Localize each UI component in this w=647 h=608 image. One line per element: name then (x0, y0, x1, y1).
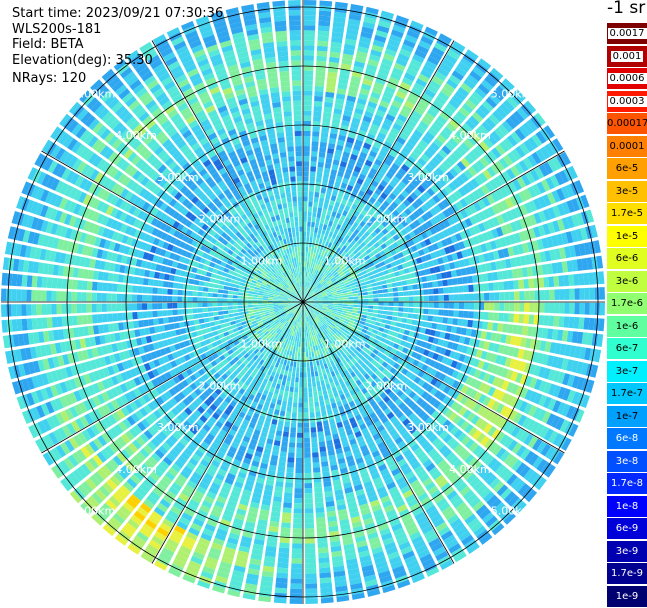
colorbar-tick-label: 1e-7 (615, 410, 639, 422)
range-label: 1.00km (324, 338, 366, 351)
colorbar-tick-label: 1.7e-6 (610, 298, 644, 309)
range-label: 5.00km (74, 87, 116, 100)
colorbar-swatch: 3e-7 (607, 359, 647, 382)
colorbar-tick-label: 3e-7 (615, 365, 639, 377)
range-label: 1.00km (241, 254, 283, 267)
colorbar-tick-label: 3e-6 (615, 275, 639, 287)
range-label: 2.00km (199, 213, 241, 226)
range-label: 5.00km (74, 505, 116, 518)
colorbar-swatch: 0.001 (607, 44, 647, 67)
azimuth-spoke (302, 40, 455, 303)
range-label: 3.00km (407, 171, 449, 184)
range-label: 2.00km (199, 379, 241, 392)
colorbar-tick-label: 6e-7 (615, 343, 639, 354)
colorbar-swatch: 1.7e-9 (607, 562, 647, 584)
colorbar-tick-label: 1.7e-5 (610, 208, 644, 219)
range-label: 3.00km (157, 421, 199, 434)
range-label: 2.00km (366, 213, 408, 226)
colorbar-tick-label: 6e-9 (615, 523, 639, 534)
colorbar-swatch: 0.00017 (607, 112, 647, 134)
colorbar-swatch: 6e-5 (607, 157, 647, 179)
colorbar-tick-label: 0.0006 (607, 73, 647, 84)
azimuth-spoke (41, 150, 304, 303)
colorbar-tick-label: 0.0017 (607, 28, 647, 39)
colorbar-tick-label: 3e-5 (615, 185, 639, 197)
field-label: Field: BETA (12, 37, 84, 52)
colorbar-tick-label: 0.0001 (609, 140, 645, 152)
colorbar-swatch: 3e-9 (607, 539, 647, 562)
range-label: 4.00km (449, 129, 491, 142)
range-label: 1.00km (241, 338, 283, 351)
colorbar-swatch: 3e-8 (607, 449, 647, 472)
colorbar-swatch: 6e-7 (607, 337, 647, 359)
colorbar-swatch: 1e-6 (607, 314, 647, 337)
azimuth-spokes (1, 0, 605, 604)
azimuth-spoke (151, 40, 304, 303)
azimuth-spoke (41, 301, 304, 454)
range-label: 4.00km (115, 463, 157, 476)
colorbar-swatch: 6e-6 (607, 247, 647, 269)
range-label: 5.00km (491, 505, 533, 518)
colorbar-tick-label: 6e-8 (615, 433, 639, 444)
device-label: WLS200s-181 (12, 22, 102, 37)
colorbar-swatch: 0.0006 (607, 67, 647, 89)
colorbar-swatch: 3e-6 (607, 269, 647, 292)
colorbar-tick-label: 1.7e-8 (610, 478, 644, 489)
elevation-label: Elevation(deg): 35.30 (12, 53, 153, 68)
colorbar-swatch: 0.0001 (607, 134, 647, 157)
colorbar-swatch: 6e-9 (607, 517, 647, 539)
colorbar-swatch: 1e-9 (607, 584, 647, 607)
azimuth-spoke (302, 301, 565, 454)
colorbar-tick-label: 1e-8 (615, 500, 639, 512)
range-label: 2.00km (366, 379, 408, 392)
colorbar-swatch: 0.0017 (607, 22, 647, 44)
colorbar-swatch: 1.7e-6 (607, 292, 647, 314)
azimuth-spoke (151, 301, 304, 564)
colorbar-swatch: 1.7e-8 (607, 472, 647, 494)
colorbar-tick-label: 1e-6 (615, 320, 639, 332)
range-label: 4.00km (115, 129, 157, 142)
colorbar-tick-label: 0.001 (610, 50, 644, 62)
colorbar-tick-label: 6e-6 (615, 253, 639, 264)
colorbar-tick-label: 0.00017 (607, 118, 647, 129)
range-label: 3.00km (407, 421, 449, 434)
colorbar-tick-label: 1e-5 (615, 230, 639, 242)
range-label: 4.00km (449, 463, 491, 476)
colorbar-tick-label: 1.7e-9 (610, 568, 644, 579)
range-label: 5.00km (491, 87, 533, 100)
range-label: 1.00km (324, 254, 366, 267)
colorbar-swatch: 1.7e-7 (607, 382, 647, 404)
colorbar-tick-label: 1.7e-7 (610, 388, 644, 399)
unit-label: -1 sr (607, 0, 646, 18)
azimuth-spoke (302, 150, 565, 303)
colorbar-tick-label: 0.0003 (607, 95, 647, 107)
colorbar-swatch: 1.7e-5 (607, 202, 647, 224)
start-time-label: Start time: 2023/09/21 07:30:36 (12, 6, 224, 21)
colorbar-tick-label: 3e-8 (615, 455, 639, 467)
colorbar-tick-label: 3e-9 (615, 545, 639, 557)
colorbar-swatch: 1e-5 (607, 224, 647, 247)
range-label: 3.00km (157, 171, 199, 184)
colorbar-swatch: 1e-8 (607, 494, 647, 517)
colorbar-swatch: 6e-8 (607, 427, 647, 449)
range-labels: 1.00km 1.00km 1.00km 1.00km 2.00km 2.00km 2.00… (74, 87, 533, 517)
azimuth-spoke (302, 301, 455, 564)
colorbar-tick-label: 6e-5 (615, 163, 639, 174)
colorbar-swatch: 1e-7 (607, 404, 647, 427)
colorbar-swatch: 0.0003 (607, 89, 647, 112)
nrays-label: NRays: 120 (12, 71, 87, 86)
colorbar-swatch: 3e-5 (607, 179, 647, 202)
colorbar-tick-label: 1e-9 (615, 590, 639, 602)
